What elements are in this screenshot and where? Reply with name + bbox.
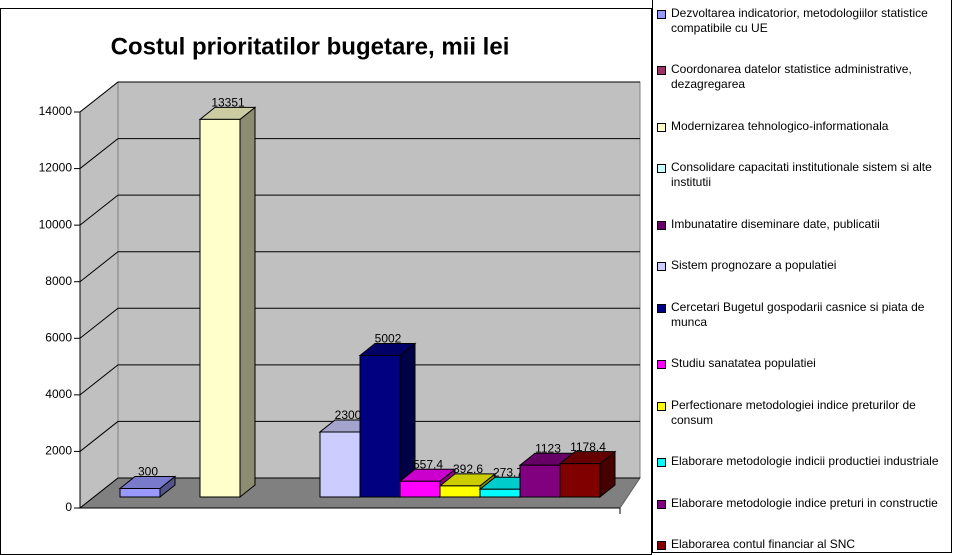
legend-label: Coordonarea datelor statistice administr…	[671, 62, 912, 92]
legend-key	[657, 401, 666, 411]
grid-line	[79, 420, 640, 452]
legend-key	[657, 10, 666, 19]
legend-label: Sistem prognozare a populatiei	[671, 258, 837, 273]
grid-line	[79, 81, 640, 113]
legend-key	[657, 122, 666, 132]
value-label: 1123	[535, 441, 561, 455]
legend-key	[657, 220, 666, 230]
legend-entry: Sistem prognozare a populatiei	[657, 258, 951, 273]
bar-face	[239, 106, 256, 499]
value-label: 1178.4	[570, 440, 606, 454]
legend-label: Imbunatatire diseminare date, publicatii	[671, 216, 880, 231]
grid-line	[79, 251, 640, 283]
legend-label: Elaborare metodologie indice preturi in …	[671, 495, 938, 510]
value-label: 300	[138, 465, 158, 479]
legend-label: Modernizarea tehnologico-informationala	[671, 118, 889, 133]
chart-title: Costul prioritatilor bugetare, mii lei	[111, 33, 510, 60]
legend-key	[657, 540, 666, 550]
legend-entry: Elaborare metodologie indice preturi in …	[657, 496, 951, 511]
y-tick-label: 4000	[45, 387, 72, 401]
legend-label: Consolidare capacitati institutionale si…	[671, 160, 932, 190]
bar-face	[399, 480, 441, 498]
legend-key	[657, 66, 666, 76]
legend-label: Studiu sanatatea populatiei	[671, 356, 816, 371]
value-label: 13351	[211, 96, 245, 110]
bar	[558, 450, 617, 499]
bar-face	[359, 355, 401, 498]
legend-label: Dezvoltarea indicatorior, metodologiilor…	[671, 6, 928, 35]
y-tick-label: 14000	[39, 104, 73, 118]
bar-face	[199, 118, 241, 498]
grid-line	[79, 194, 640, 226]
legend-key	[657, 360, 666, 370]
legend-key	[657, 458, 666, 468]
value-label: 273.7	[493, 465, 523, 479]
bar	[358, 342, 417, 499]
legend-key	[657, 303, 666, 313]
value-label: 5002	[375, 332, 402, 346]
value-label: 392.6	[453, 462, 483, 476]
y-tick-label: 0	[65, 500, 72, 514]
y-tick-label: 2000	[45, 444, 72, 458]
legend-key	[657, 499, 666, 509]
value-label: 557.4	[413, 457, 443, 471]
y-tick-label: 8000	[45, 274, 72, 288]
legend-label: Elaborare metodologie indicii productiei…	[671, 454, 939, 469]
bar-face	[439, 485, 481, 498]
legend-key	[657, 262, 666, 272]
grid-line	[79, 307, 640, 339]
legend: Dezvoltarea indicatorior, metodologiilor…	[652, 0, 952, 553]
side-wall	[79, 80, 119, 510]
legend-entry: Consolidare capacitati institutionale si…	[657, 160, 951, 190]
grid-line	[79, 364, 640, 396]
y-tick-label: 6000	[45, 330, 72, 344]
bar-face	[479, 488, 521, 498]
bar-face	[519, 464, 561, 498]
legend-entry: Dezvoltarea indicatorior, metodologiilor…	[657, 6, 951, 36]
legend-label: Elaborarea contul financiar al SNC	[671, 536, 856, 551]
legend-entry: Elaborarea contul financiar al SNC	[657, 537, 951, 552]
legend-key	[657, 164, 666, 174]
legend-entry: Cercetari Bugetul gospodarii casnice si …	[657, 300, 951, 330]
grid-line	[79, 138, 640, 169]
y-tick-label: 10000	[39, 217, 73, 231]
bar-face	[319, 431, 361, 498]
chart: Costul prioritatilor bugetare, mii lei 0…	[0, 8, 652, 555]
y-tick-label: 12000	[39, 161, 73, 175]
legend-entry: Elaborare metodologie indicii productiei…	[657, 454, 951, 469]
bar	[198, 106, 257, 499]
legend-entry: Perfectionare metodologiei indice pretur…	[657, 398, 951, 428]
legend-entry: Studiu sanatatea populatiei	[657, 356, 951, 371]
legend-entry: Modernizarea tehnologico-informationala	[657, 119, 951, 134]
bar-face	[119, 488, 161, 498]
legend-entry: Coordonarea datelor statistice administr…	[657, 62, 951, 92]
value-label: 2300	[335, 408, 362, 422]
bar-face	[559, 463, 601, 498]
legend-entry: Imbunatatire diseminare date, publicatii	[657, 217, 951, 232]
bar	[118, 475, 177, 499]
legend-label: Perfectionare metodologiei indice pretur…	[671, 397, 916, 427]
legend-label: Cercetari Bugetul gospodarii casnice si …	[671, 299, 925, 329]
